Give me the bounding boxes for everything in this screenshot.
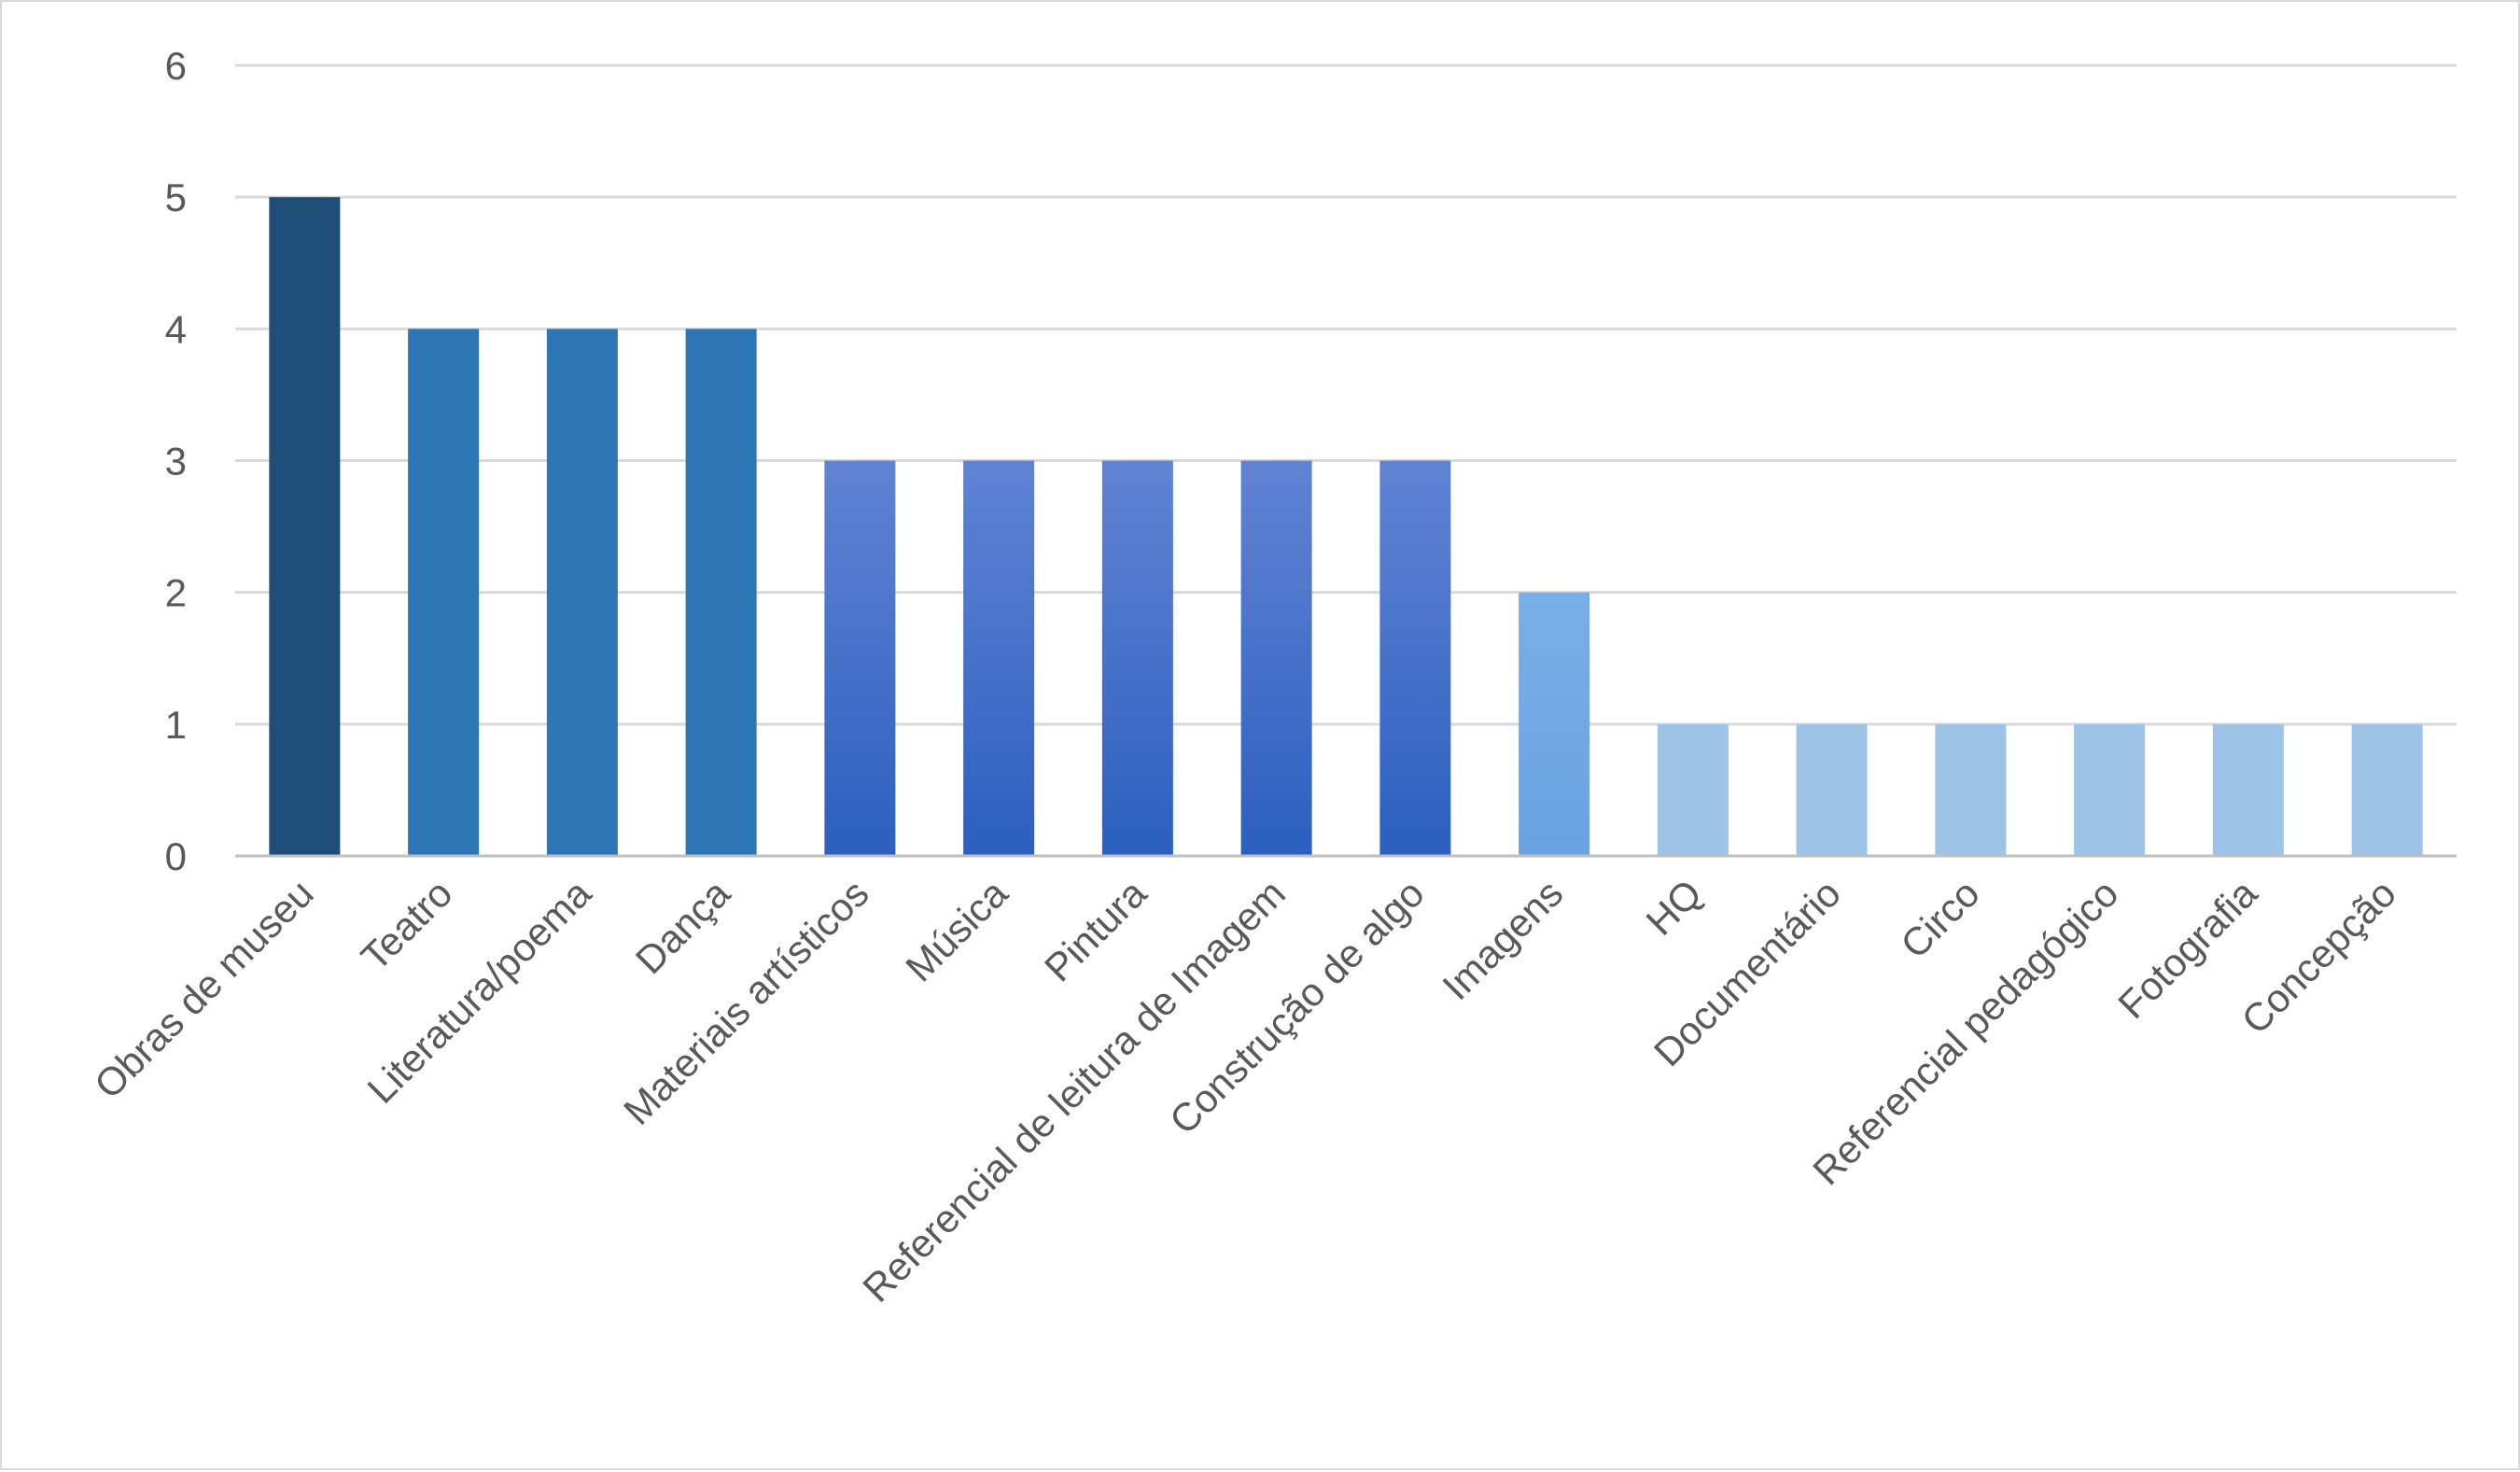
bar [1379, 460, 1451, 856]
bar [408, 329, 480, 856]
x-tick-label: Materiais artísticos [615, 871, 877, 1133]
bar [546, 329, 618, 856]
x-tick-label: Música [897, 871, 1016, 990]
bar [1519, 592, 1590, 856]
bar [1240, 460, 1312, 856]
y-tick-label: 1 [165, 703, 187, 747]
x-tick-label: Circo [1892, 871, 1988, 967]
bar [269, 197, 341, 856]
bar [2212, 723, 2284, 856]
x-tick-label: Dança [627, 871, 739, 983]
bar [1101, 460, 1173, 856]
bar [2074, 723, 2146, 856]
bar [1935, 723, 2007, 856]
x-tick-label: HQ [1637, 871, 1710, 944]
x-tick-label: Obras de museu [86, 871, 322, 1107]
bar [963, 460, 1035, 856]
bar [1657, 723, 1729, 856]
bar [824, 460, 896, 856]
y-tick-label: 0 [165, 834, 187, 878]
y-tick-label: 2 [165, 571, 187, 615]
y-tick-label: 5 [165, 175, 187, 219]
x-tick-label: Pintura [1036, 871, 1155, 990]
y-tick-label: 6 [165, 44, 187, 88]
y-tick-label: 3 [165, 440, 187, 484]
bar [685, 329, 757, 856]
bar [2351, 723, 2423, 856]
x-tick-label: Construção de algo [1161, 871, 1433, 1143]
x-tick-label: Imagens [1434, 871, 1571, 1008]
y-axis-ticks: 0 1 2 3 4 5 6 [165, 44, 187, 878]
x-tick-label: Teatro [353, 871, 461, 979]
y-tick-label: 4 [165, 307, 187, 351]
bar [1796, 723, 1868, 856]
bars [269, 197, 2423, 856]
